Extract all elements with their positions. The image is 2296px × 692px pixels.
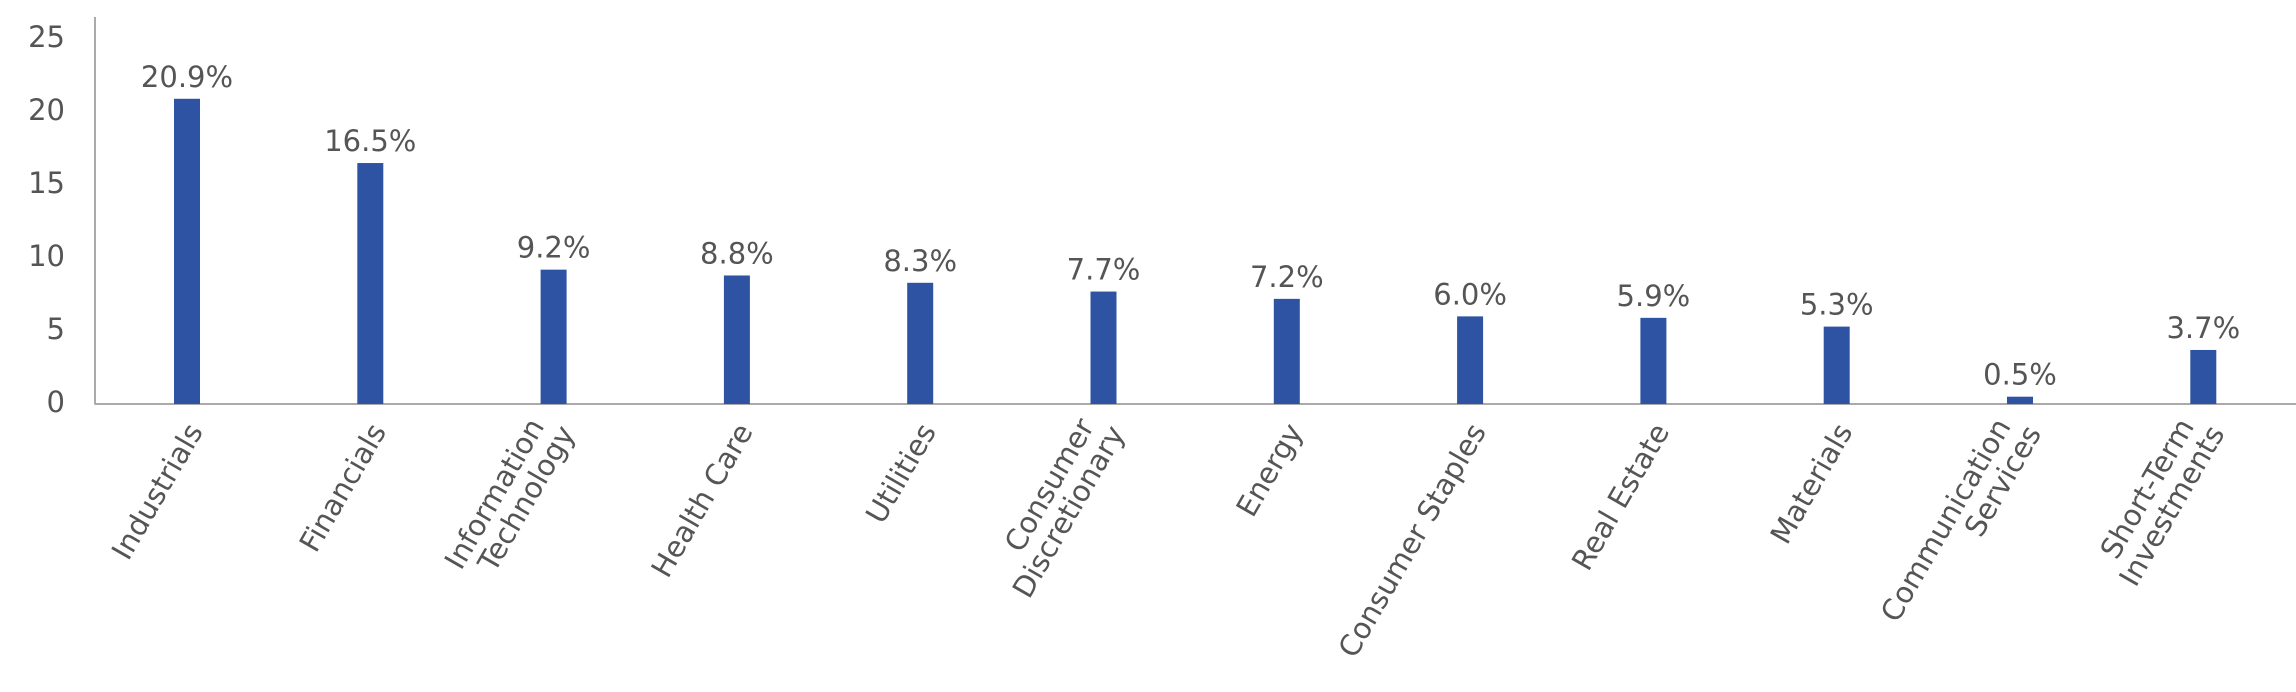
- bar: [1457, 316, 1484, 404]
- value-label: 7.2%: [1250, 260, 1324, 294]
- value-label: 6.0%: [1433, 277, 1507, 311]
- value-label: 7.7%: [1067, 253, 1141, 287]
- bar: [1640, 317, 1667, 404]
- x-tick-label: Consumer Discretionary: [980, 405, 1132, 604]
- bar: [1823, 326, 1850, 404]
- value-label: 0.5%: [1983, 358, 2057, 392]
- bar: [2007, 396, 2033, 404]
- bar: [174, 98, 200, 405]
- y-tick-label: 10: [28, 239, 65, 273]
- bar: [723, 275, 750, 404]
- x-tick-label: Materials: [1764, 418, 1860, 550]
- y-tick-label: 25: [28, 20, 65, 54]
- x-tick-label: Short-Term Investments: [2086, 405, 2231, 592]
- value-label: 8.8%: [700, 236, 774, 270]
- x-tick-label: Utilities: [859, 418, 943, 530]
- x-tick-label: Real Estate: [1565, 418, 1676, 577]
- x-tick-label: Information Technology: [438, 405, 582, 590]
- value-label: 5.3%: [1800, 288, 1874, 322]
- x-tick-label: Financials: [293, 418, 393, 558]
- bar: [2190, 349, 2217, 404]
- value-label: 3.7%: [2166, 311, 2240, 345]
- value-label: 20.9%: [141, 60, 233, 94]
- y-tick-label: 0: [47, 385, 65, 419]
- bar: [357, 163, 384, 404]
- value-label: 5.9%: [1617, 279, 1691, 313]
- x-tick-label: Communication Services: [1874, 405, 2048, 643]
- value-label: 9.2%: [517, 231, 591, 265]
- value-label: 16.5%: [324, 124, 416, 158]
- value-label: 8.3%: [883, 244, 957, 278]
- y-tick-label: 15: [28, 166, 65, 200]
- y-tick-label: 5: [47, 312, 65, 346]
- x-tick-label: Industrials: [105, 418, 210, 566]
- bar: [540, 269, 567, 404]
- y-tick-label: 20: [28, 93, 65, 127]
- x-tick-label: Health Care: [644, 418, 759, 584]
- bar: [1273, 298, 1300, 404]
- bar: [1090, 291, 1117, 404]
- x-tick-label: Energy: [1229, 418, 1309, 523]
- bar: [907, 282, 934, 404]
- x-tick-label: Consumer Staples: [1331, 418, 1492, 664]
